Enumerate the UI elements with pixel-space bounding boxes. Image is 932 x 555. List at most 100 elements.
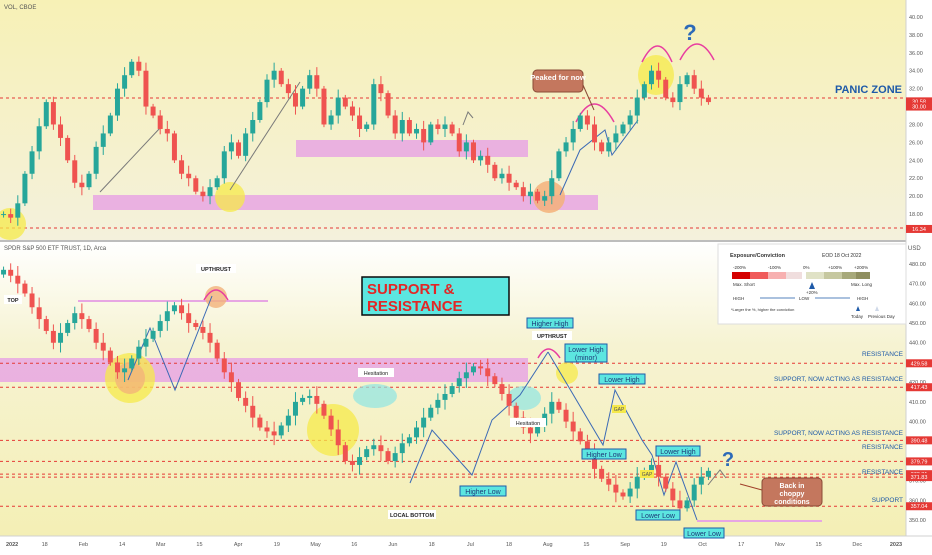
- vix-candle: [214, 178, 220, 188]
- spy-candle: [478, 366, 484, 369]
- spy-candle: [663, 476, 669, 489]
- x-tick-label: 18: [429, 542, 435, 548]
- spy-candle: [599, 468, 605, 479]
- vix-trendline: [229, 81, 301, 191]
- legend-scale-label: 0%: [803, 265, 810, 270]
- spy-candle: [79, 313, 85, 320]
- spy-candle: [449, 386, 455, 394]
- vix-candle: [100, 133, 106, 147]
- vix-candle: [157, 115, 163, 129]
- choppy-callout-pointer: [739, 483, 763, 491]
- spy-y-tick: 420.00: [909, 380, 926, 386]
- spy-price-tag-box: [906, 457, 932, 466]
- hesitation-label-box: [358, 368, 394, 377]
- vix-symbol-label: VOL, CBOE: [4, 5, 36, 11]
- spy-candle: [492, 376, 498, 385]
- spy-candle: [179, 305, 185, 314]
- vix-candle: [456, 133, 462, 152]
- legend-scale-label: -100%: [768, 265, 781, 270]
- spy-price-tag: 357.04: [911, 504, 928, 510]
- panel-divider[interactable]: [0, 240, 932, 242]
- spy-candle: [470, 366, 476, 373]
- spy-candle: [456, 378, 462, 387]
- spy-candle: [691, 484, 697, 501]
- spy-candle: [392, 453, 398, 461]
- right-price-axis[interactable]: [906, 0, 932, 536]
- vix-candle: [371, 84, 377, 125]
- vix-candle: [535, 191, 541, 201]
- choppy-callout-text: conditions: [774, 499, 809, 506]
- hesitation-label: Hesitation: [516, 421, 540, 427]
- top-label-box: [4, 295, 22, 304]
- vix-candle: [648, 70, 654, 85]
- spy-candle: [620, 492, 626, 497]
- vix-candle: [563, 142, 569, 152]
- vix-candle: [613, 133, 619, 143]
- spy-candle: [698, 476, 704, 485]
- spy-candle: [535, 425, 541, 434]
- spy-candle: [357, 457, 363, 465]
- vix-candle: [171, 133, 177, 161]
- spy-candle: [271, 431, 277, 436]
- upthrust-label: UPTHRUST: [201, 267, 232, 273]
- vix-candle: [58, 124, 64, 138]
- hesitation-label-box: [510, 418, 546, 427]
- vix-candle: [221, 151, 227, 179]
- time-axis[interactable]: [0, 536, 932, 550]
- spy-y-tick: 460.00: [909, 301, 926, 307]
- vix-candle: [556, 151, 562, 179]
- spy-candle: [349, 460, 355, 465]
- spy-candle: [606, 478, 612, 485]
- peaked-callout-box: [532, 69, 584, 93]
- spy-y-tick: 410.00: [909, 400, 926, 406]
- spy-candle: [335, 429, 341, 446]
- legend-date: EOD 18 Oct 2022: [822, 253, 862, 259]
- spy-candle: [100, 342, 106, 351]
- vix-highlight-circle: [215, 182, 245, 212]
- spy-y-tick: 360.00: [909, 498, 926, 504]
- x-tick-label: 2022: [6, 542, 18, 548]
- vix-candle: [243, 133, 249, 156]
- spy-y-tick: 370.00: [909, 479, 926, 485]
- spy-candle: [577, 431, 583, 442]
- vix-candle: [285, 84, 291, 94]
- vix-peak-arc: [679, 43, 715, 61]
- legend-high-left: HIGH: [733, 296, 744, 301]
- spy-candle: [43, 319, 49, 331]
- vix-candle: [335, 97, 341, 116]
- vix-candle: [378, 84, 384, 94]
- hesitation-label: Hesitation: [364, 371, 388, 377]
- vix-candle: [114, 88, 120, 116]
- lower-high-box: [655, 445, 701, 457]
- vix-candle: [449, 124, 455, 134]
- spy-candle: [8, 269, 14, 276]
- vix-highlight-circle: [533, 181, 565, 213]
- x-tick-label: May: [310, 542, 321, 548]
- x-tick-label: 16: [351, 542, 357, 548]
- vix-lower-pink-zone: [93, 195, 598, 210]
- vix-candle: [428, 124, 434, 143]
- lower-low-label: Lower Low: [687, 531, 722, 538]
- vix-candle: [670, 97, 676, 103]
- spy-trendline: [547, 351, 698, 521]
- vix-candle: [463, 142, 469, 152]
- level-label-resistance: RESISTANCE: [862, 469, 904, 476]
- spy-candle: [314, 395, 320, 404]
- spy-candle: [648, 464, 654, 471]
- vix-candle: [186, 173, 192, 179]
- vix-candle: [485, 155, 491, 165]
- spy-candle: [228, 372, 234, 383]
- spy-candle: [236, 382, 242, 398]
- higher-low-label: Higher Low: [465, 489, 501, 496]
- spy-candle: [328, 415, 334, 430]
- x-tick-label: Apr: [234, 542, 243, 548]
- spy-candle: [570, 421, 576, 432]
- vix-candle: [385, 93, 391, 116]
- vix-candle: [599, 142, 605, 152]
- vix-candle: [691, 75, 697, 89]
- spy-question-mark: ?: [722, 449, 734, 471]
- vix-y-tick: 20.00: [909, 194, 923, 200]
- spy-candle: [1, 269, 7, 275]
